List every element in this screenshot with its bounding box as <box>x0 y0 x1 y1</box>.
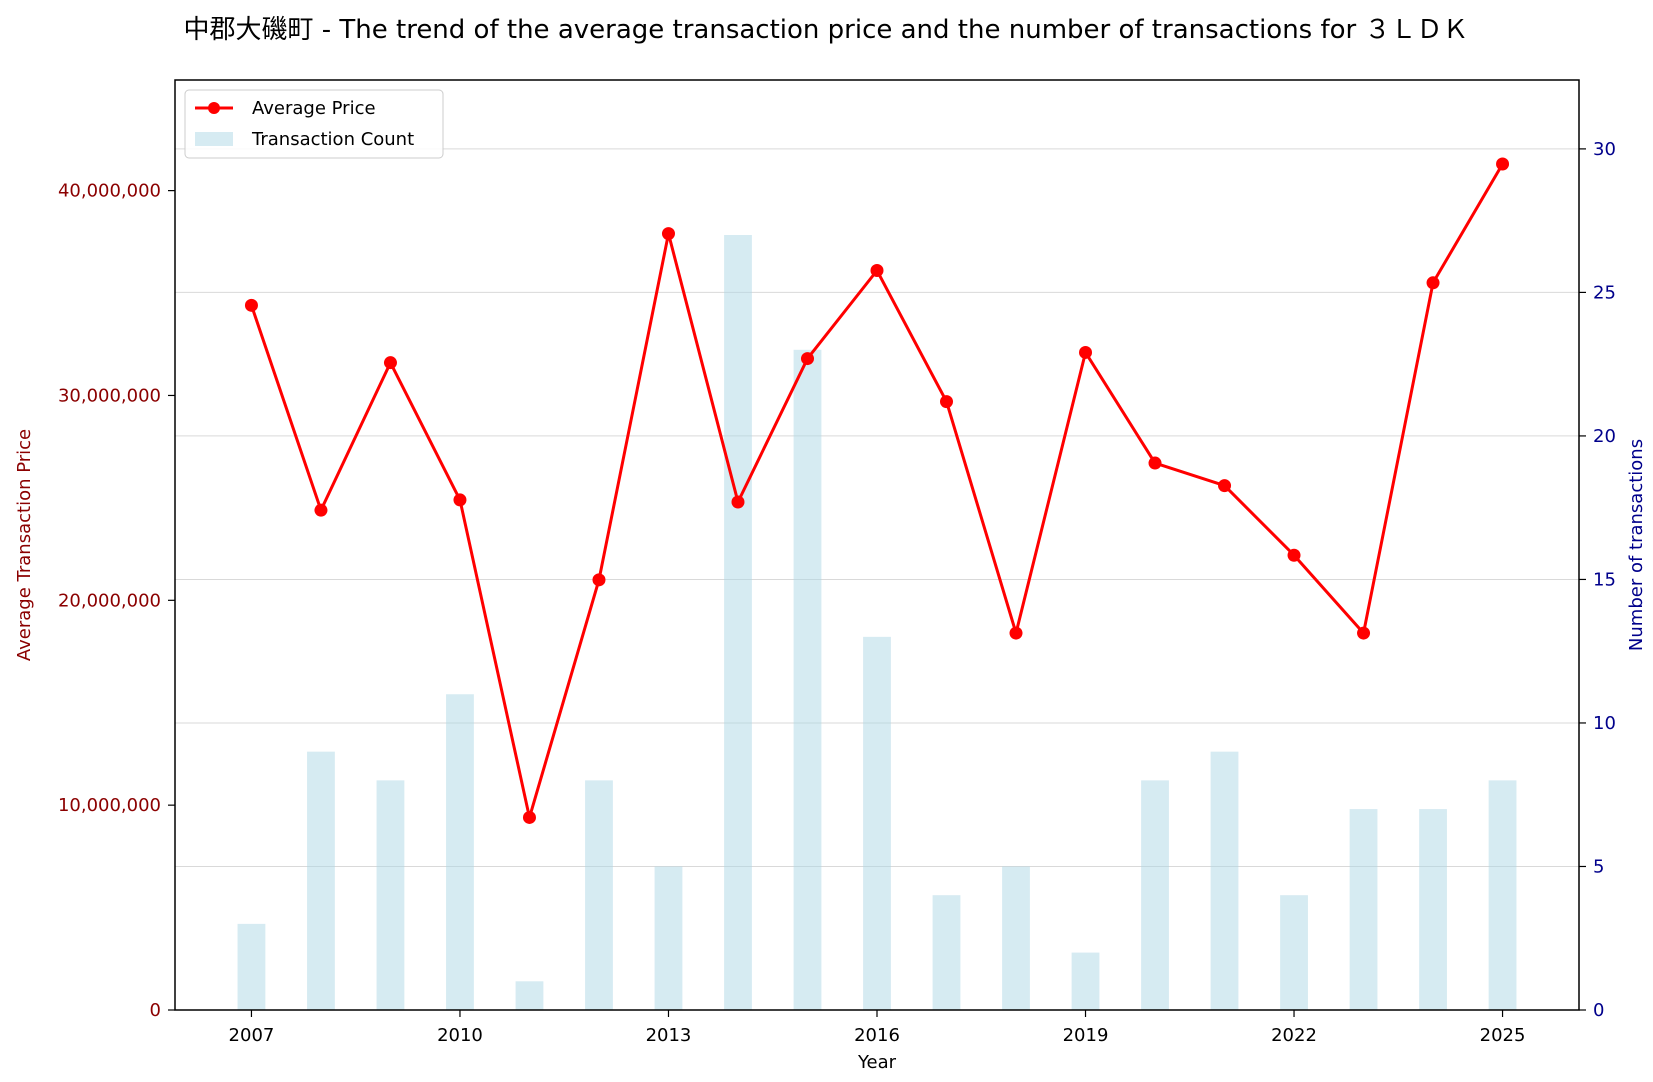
point-average-price <box>731 495 745 509</box>
bar-transaction-count <box>237 923 266 1010</box>
legend-box <box>184 89 444 159</box>
bar-transaction-count <box>654 866 683 1010</box>
right-y-tick-label: 0 <box>1593 1000 1604 1021</box>
left-y-tick-label: 0 <box>150 1000 161 1021</box>
point-average-price <box>1426 276 1440 290</box>
legend: Average Price Transaction Count <box>184 89 444 159</box>
point-average-price <box>1218 479 1232 493</box>
bar-transaction-count <box>515 981 544 1010</box>
bar-transaction-count <box>1210 751 1239 1010</box>
point-average-price <box>314 503 328 517</box>
x-tick-label: 2007 <box>229 1025 275 1046</box>
right-y-tick-label: 25 <box>1593 282 1616 303</box>
chart-title: 中郡大磯町 - The trend of the average transac… <box>183 15 1468 45</box>
point-average-price <box>1009 626 1023 640</box>
left-y-tick-label: 40,000,000 <box>58 181 161 202</box>
right-y-tick-label: 30 <box>1593 139 1616 160</box>
point-average-price <box>522 810 536 824</box>
left-y-axis: 0 10,000,000 20,000,000 30,000,000 40,000,00… <box>58 181 175 1021</box>
x-tick-label: 2025 <box>1480 1025 1526 1046</box>
point-average-price <box>453 493 467 507</box>
bar-transaction-count <box>1419 809 1447 1010</box>
right-y-tick-label: 10 <box>1593 713 1616 734</box>
point-average-price <box>1148 456 1162 470</box>
x-tick-label: 2016 <box>854 1025 900 1046</box>
bar-transaction-count <box>1141 780 1169 1010</box>
bar-transaction-count <box>1280 895 1308 1010</box>
bar-series <box>237 235 1517 1010</box>
left-y-tick-label: 30,000,000 <box>58 385 161 406</box>
right-y-tick-label: 20 <box>1593 426 1616 447</box>
x-tick-label: 2013 <box>646 1025 692 1046</box>
legend-marker-swatch <box>208 102 220 114</box>
legend-bar-swatch <box>195 132 233 146</box>
point-average-price <box>1287 548 1301 562</box>
point-average-price <box>1357 626 1371 640</box>
right-y-tick-label: 5 <box>1593 856 1604 877</box>
bar-transaction-count <box>585 780 613 1010</box>
point-average-price <box>1496 157 1510 171</box>
bar-transaction-count <box>376 780 405 1010</box>
line-series <box>244 157 1510 824</box>
point-average-price <box>870 264 884 278</box>
bar-transaction-count <box>932 895 961 1010</box>
x-tick-label: 2010 <box>437 1025 483 1046</box>
bar-transaction-count <box>724 235 752 1010</box>
point-average-price <box>940 395 954 409</box>
bar-transaction-count <box>446 694 474 1010</box>
x-tick-label: 2019 <box>1063 1025 1109 1046</box>
right-y-tick-label: 15 <box>1593 569 1616 590</box>
x-axis-label: Year <box>857 1052 897 1073</box>
point-average-price <box>244 298 258 312</box>
bar-transaction-count <box>1002 866 1030 1010</box>
bar-transaction-count <box>1349 809 1378 1010</box>
point-average-price <box>1079 345 1093 359</box>
x-tick-label: 2022 <box>1271 1025 1317 1046</box>
x-axis: 2007 2010 2013 2016 2019 2022 2025 <box>229 1010 1526 1046</box>
bar-transaction-count <box>863 636 891 1010</box>
point-average-price <box>383 356 397 370</box>
bar-transaction-count <box>1488 780 1517 1010</box>
left-y-tick-label: 10,000,000 <box>58 795 161 816</box>
bar-transaction-count <box>307 751 335 1010</box>
legend-label-transaction-count: Transaction Count <box>251 129 414 150</box>
left-y-tick-label: 20,000,000 <box>58 590 161 611</box>
right-y-axis-label: Number of transactions <box>1626 439 1647 651</box>
point-average-price <box>800 352 814 366</box>
bar-transaction-count <box>793 349 822 1010</box>
right-y-axis: 0 5 10 15 20 25 30 <box>1579 139 1616 1021</box>
bar-transaction-count <box>1071 952 1100 1010</box>
point-average-price <box>661 227 675 241</box>
point-average-price <box>592 573 606 587</box>
legend-label-average-price: Average Price <box>252 98 376 119</box>
left-y-axis-label: Average Transaction Price <box>14 429 35 661</box>
